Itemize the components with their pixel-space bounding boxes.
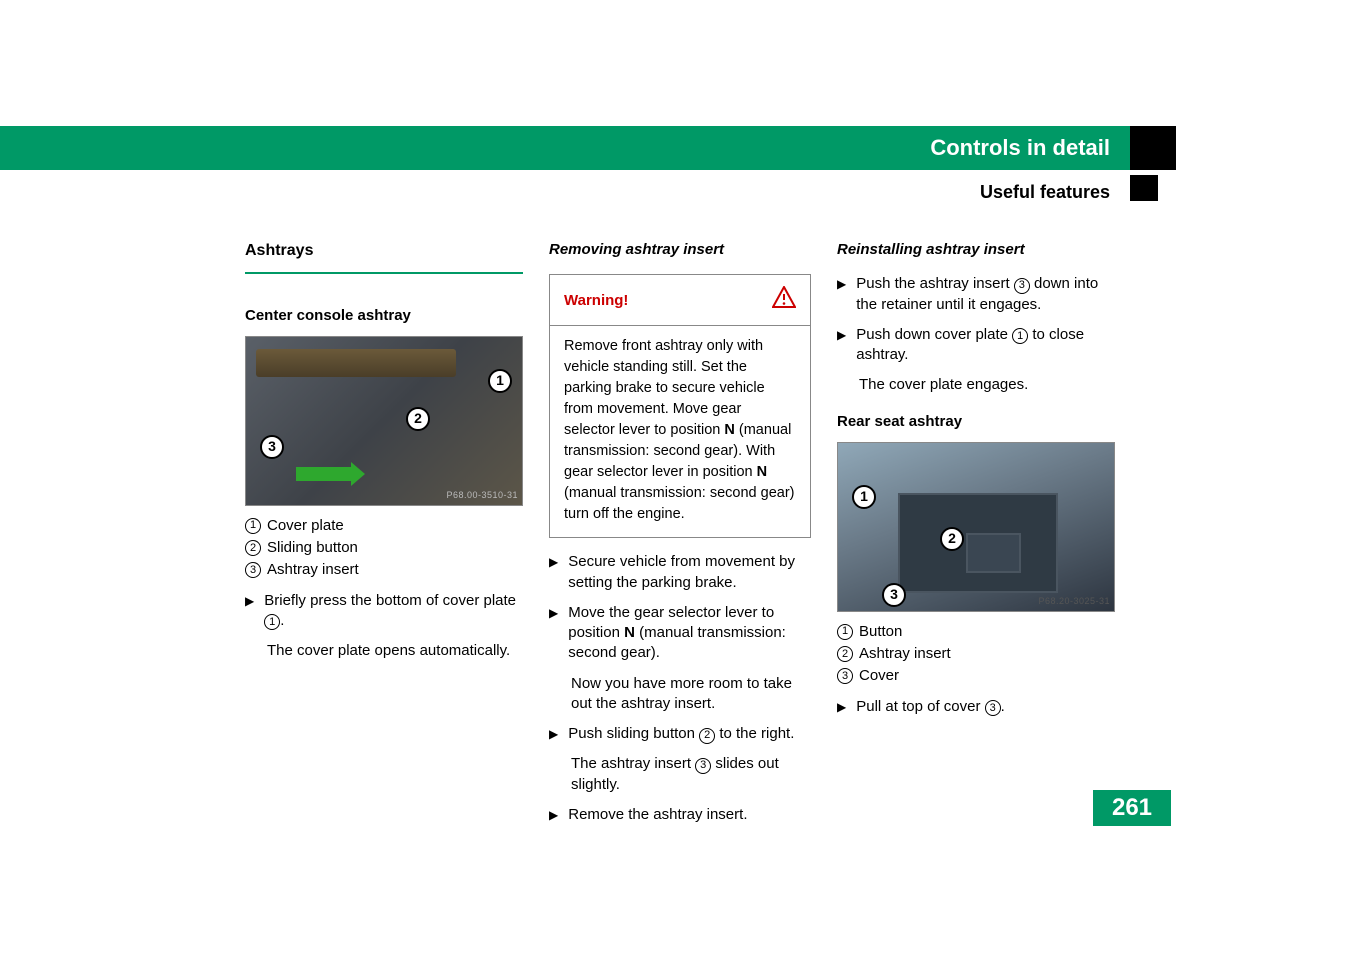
step-push-cover: ▶ Push down cover plate 1 to close ashtr… — [837, 325, 1115, 366]
legend-button: Button — [859, 622, 902, 642]
header-banner: Controls in detail — [0, 126, 1130, 170]
step-push-insert: ▶ Push the ashtray insert 3 down into th… — [837, 274, 1115, 315]
warning-body: Remove front ashtray only with vehicle s… — [564, 338, 795, 522]
legend-ashtray-insert: Ashtray insert — [267, 560, 359, 580]
circled-r1: 1 — [837, 624, 853, 640]
callout-r1: 1 — [852, 485, 876, 509]
callout-3: 3 — [260, 435, 284, 459]
callout-2: 2 — [406, 407, 430, 431]
step-press-cover: ▶ Briefly press the bottom of cover plat… — [245, 591, 523, 632]
warning-label: Warning! — [564, 290, 628, 312]
figure-center-console: 1 2 3 P68.00-3510-31 — [245, 336, 523, 506]
step-arrow-icon: ▶ — [245, 593, 254, 632]
circled-r3: 3 — [837, 668, 853, 684]
heading-removing: Removing ashtray insert — [549, 240, 811, 260]
circled-2: 2 — [245, 540, 261, 556]
subheader-row: Useful features — [0, 182, 1130, 203]
legend-row-2: 2 Sliding button — [245, 538, 523, 558]
figure-ref-2: P68.20-3025-31 — [1038, 595, 1110, 607]
figure-dash-panel — [256, 349, 456, 377]
callout-1: 1 — [488, 369, 512, 393]
circled-r2: 2 — [837, 646, 853, 662]
figure-rear-plate — [966, 533, 1021, 573]
legend-row-3: 3 Ashtray insert — [245, 560, 523, 580]
step-arrow-icon: ▶ — [837, 327, 846, 366]
heading-reinstalling: Reinstalling ashtray insert — [837, 240, 1115, 260]
step-text: Push sliding button 2 to the right. — [568, 724, 811, 744]
step-remove-insert: ▶ Remove the ashtray insert. — [549, 805, 811, 825]
circled-1: 1 — [245, 518, 261, 534]
step-arrow-icon: ▶ — [549, 726, 558, 744]
step-pull-cover: ▶ Pull at top of cover 3. — [837, 697, 1115, 717]
header-tab — [1130, 126, 1176, 170]
step-arrow-icon: ▶ — [549, 605, 558, 664]
step-arrow-icon: ▶ — [549, 807, 558, 825]
subheader-tab — [1130, 175, 1158, 201]
step-secure-vehicle: ▶ Secure vehicle from movement by settin… — [549, 552, 811, 593]
legend-row-1: 1 Cover plate — [245, 516, 523, 536]
result-slides-out: The ashtray insert 3 slides out slightly… — [571, 754, 811, 795]
warning-header: Warning! — [550, 275, 810, 326]
callout-r2: 2 — [940, 527, 964, 551]
content-columns: Ashtrays Center console ashtray 1 2 3 P6… — [245, 240, 1115, 835]
legend-cover: Cover — [859, 666, 899, 686]
legend-sliding-button: Sliding button — [267, 538, 358, 558]
column-3: Reinstalling ashtray insert ▶ Push the a… — [837, 240, 1115, 835]
column-1: Ashtrays Center console ashtray 1 2 3 P6… — [245, 240, 523, 835]
step-arrow-icon: ▶ — [837, 699, 846, 717]
page-number: 261 — [1093, 790, 1171, 826]
step-text: Push the ashtray insert 3 down into the … — [856, 274, 1115, 315]
step-push-sliding: ▶ Push sliding button 2 to the right. — [549, 724, 811, 744]
green-rule — [245, 272, 523, 274]
step-arrow-icon: ▶ — [837, 276, 846, 315]
banner-title: Controls in detail — [930, 135, 1110, 161]
circled-3: 3 — [245, 562, 261, 578]
sub-center-console: Center console ashtray — [245, 306, 523, 326]
step-text: Secure vehicle from movement by setting … — [568, 552, 811, 593]
legend-row-r2: 2 Ashtray insert — [837, 644, 1115, 664]
legend-cover-plate: Cover plate — [267, 516, 344, 536]
step-text: Pull at top of cover 3. — [856, 697, 1115, 717]
figure-rear-seat: 1 2 3 P68.20-3025-31 — [837, 442, 1115, 612]
warning-icon — [772, 285, 796, 317]
legend-row-r3: 3 Cover — [837, 666, 1115, 686]
legend-ashtray-insert-rear: Ashtray insert — [859, 644, 951, 664]
step-text: Move the gear selector lever to position… — [568, 603, 811, 664]
legend-row-r1: 1 Button — [837, 622, 1115, 642]
figure-ref-1: P68.00-3510-31 — [446, 489, 518, 501]
subheader-text: Useful features — [980, 182, 1110, 203]
step-arrow-icon: ▶ — [549, 554, 558, 593]
result-engages: The cover plate engages. — [859, 375, 1115, 395]
result-cover-opens: The cover plate opens automatically. — [267, 641, 523, 661]
sub-rear-seat: Rear seat ashtray — [837, 412, 1115, 432]
step-text: Briefly press the bottom of cover plate … — [264, 591, 523, 632]
result-more-room: Now you have more room to take out the a… — [571, 674, 811, 715]
step-text: Remove the ashtray insert. — [568, 805, 811, 825]
column-2: Removing ashtray insert Warning! Remove … — [549, 240, 811, 835]
section-title-ashtrays: Ashtrays — [245, 240, 523, 262]
figure-arrow — [296, 467, 351, 481]
step-text: Push down cover plate 1 to close ashtray… — [856, 325, 1115, 366]
callout-r3: 3 — [882, 583, 906, 607]
warning-box: Warning! Remove front ashtray only with … — [549, 274, 811, 538]
step-move-lever: ▶ Move the gear selector lever to positi… — [549, 603, 811, 664]
